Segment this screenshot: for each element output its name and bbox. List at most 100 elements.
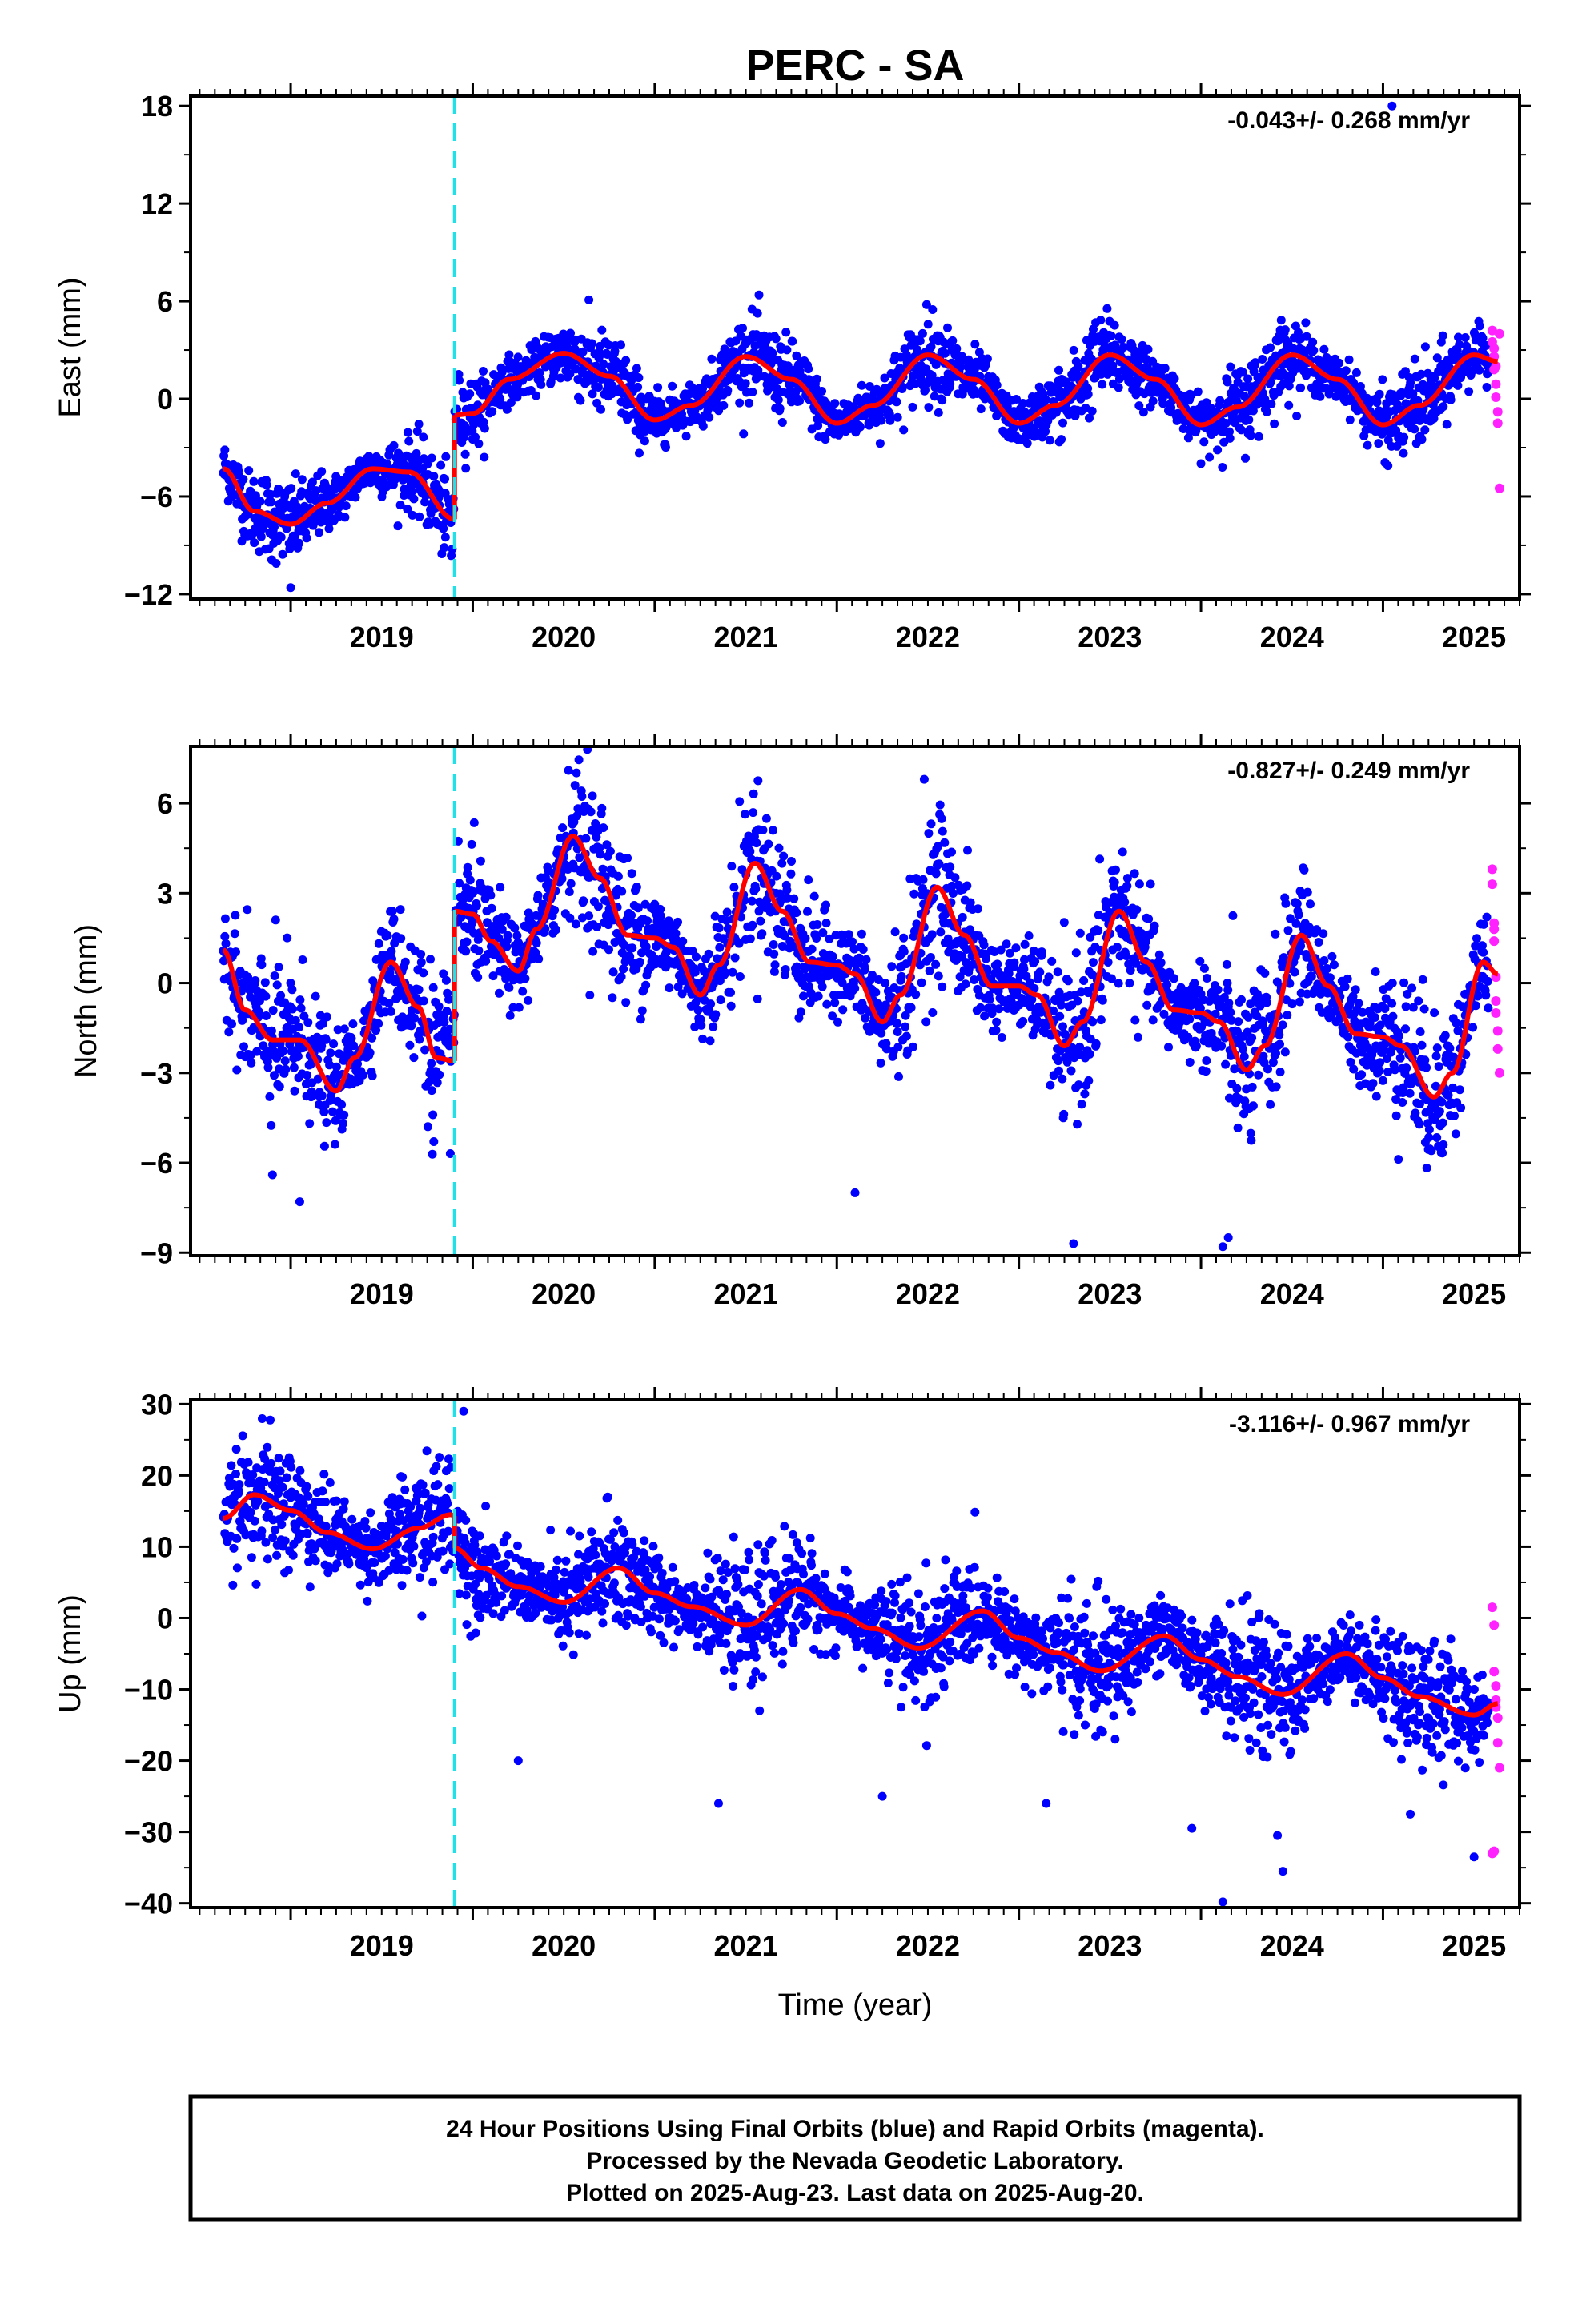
final-orbit-point <box>479 367 488 376</box>
final-orbit-point <box>315 528 323 537</box>
final-orbit-point <box>473 972 483 982</box>
final-orbit-point <box>308 521 318 530</box>
final-orbit-point <box>473 935 483 944</box>
final-orbit-point <box>274 963 283 972</box>
final-orbit-point <box>1024 931 1034 940</box>
final-orbit-point <box>396 934 406 943</box>
final-orbit-point <box>1378 375 1387 384</box>
final-orbit-point <box>980 1011 990 1021</box>
final-orbit-point <box>1327 951 1337 961</box>
final-orbit-point <box>1275 1030 1284 1039</box>
final-orbit-point <box>861 1013 870 1023</box>
final-orbit-point <box>461 464 471 473</box>
final-orbit-point <box>488 971 498 981</box>
final-orbit-point <box>441 975 451 985</box>
final-orbit-point <box>934 408 943 417</box>
final-orbit-point <box>1114 383 1123 392</box>
final-orbit-point <box>1292 412 1302 420</box>
final-orbit-point <box>673 917 682 927</box>
final-orbit-point <box>1142 1000 1152 1010</box>
final-orbit-point <box>296 1003 306 1013</box>
final-orbit-point <box>463 862 472 872</box>
final-orbit-point <box>769 940 778 949</box>
final-orbit-point <box>1254 432 1263 441</box>
final-orbit-point <box>544 878 554 887</box>
final-orbit-point <box>735 398 745 408</box>
final-orbit-point <box>263 1063 273 1072</box>
final-orbit-point <box>1084 1076 1094 1085</box>
final-orbit-point <box>596 404 605 414</box>
final-orbit-point <box>1276 316 1286 325</box>
final-orbit-point <box>962 881 972 891</box>
final-orbit-point <box>636 1015 645 1024</box>
final-orbit-point <box>520 974 530 983</box>
final-orbit-point <box>410 1013 419 1023</box>
final-orbit-point <box>1283 1011 1292 1020</box>
final-orbit-point <box>325 1060 335 1070</box>
final-orbit-point <box>256 532 266 541</box>
final-orbit-point <box>239 1042 248 1051</box>
final-orbit-point <box>619 964 628 974</box>
final-orbit-point <box>1344 355 1354 364</box>
final-orbit-point <box>1029 424 1038 433</box>
final-orbit-point <box>1041 395 1050 404</box>
final-orbit-point <box>414 985 424 995</box>
final-orbit-point <box>925 966 934 975</box>
final-orbit-point <box>1270 419 1279 428</box>
model-fit-post <box>452 351 1500 428</box>
final-orbit-point <box>1226 1007 1235 1017</box>
final-orbit-point <box>1018 399 1028 408</box>
final-orbit-point <box>220 931 230 941</box>
final-orbit-point <box>871 987 881 997</box>
final-orbit-point <box>341 501 351 511</box>
final-orbit-point <box>534 955 544 963</box>
final-orbit-point <box>706 999 716 1009</box>
final-orbit-point <box>1280 325 1290 335</box>
final-orbit-point <box>1410 354 1419 364</box>
final-orbit-point <box>937 814 946 823</box>
rapid-orbit-point <box>1492 418 1503 428</box>
final-orbit-point <box>441 452 451 461</box>
final-orbit-point <box>1278 1020 1287 1030</box>
final-orbit-point <box>656 911 665 921</box>
final-orbit-point <box>1244 415 1254 424</box>
final-orbit-point <box>440 1018 449 1027</box>
final-orbit-point <box>565 913 575 923</box>
final-orbit-point <box>1148 396 1158 406</box>
final-orbit-point <box>1280 1047 1290 1057</box>
final-orbit-point <box>566 328 575 338</box>
final-orbit-point <box>722 907 732 917</box>
final-orbit-point <box>557 874 567 883</box>
final-orbit-point <box>796 1007 805 1017</box>
final-orbit-point <box>1482 383 1492 392</box>
final-orbit-point <box>1158 399 1168 408</box>
final-orbit-point <box>1106 331 1116 340</box>
final-orbit-point <box>795 396 804 406</box>
final-orbit-point <box>1117 335 1126 344</box>
final-orbit-point <box>1417 435 1427 444</box>
final-orbit-point <box>698 421 708 431</box>
final-orbit-point <box>1453 380 1463 390</box>
x-tick-label: 2025 <box>1442 621 1506 653</box>
final-orbit-point <box>893 412 902 422</box>
final-orbit-point <box>813 421 823 431</box>
final-orbit-point <box>1319 344 1329 354</box>
final-orbit-point <box>371 1026 381 1035</box>
final-orbit-point <box>331 1140 339 1149</box>
final-orbit-point <box>506 398 516 408</box>
final-orbit-point <box>416 950 426 959</box>
final-orbit-point <box>599 823 608 833</box>
final-orbit-point <box>1301 318 1311 328</box>
final-orbit-point <box>1095 854 1105 864</box>
final-orbit-point <box>1266 1100 1275 1109</box>
final-orbit-point <box>1002 939 1011 949</box>
final-orbit-point <box>1266 343 1275 352</box>
y-tick-label: 0 <box>157 383 173 416</box>
final-orbit-point <box>1225 433 1235 443</box>
x-tick-label: 2022 <box>896 621 960 653</box>
final-orbit-point <box>781 965 790 974</box>
final-orbit-point <box>777 418 787 427</box>
final-orbit-point <box>1059 918 1069 927</box>
final-orbit-point <box>390 939 400 948</box>
